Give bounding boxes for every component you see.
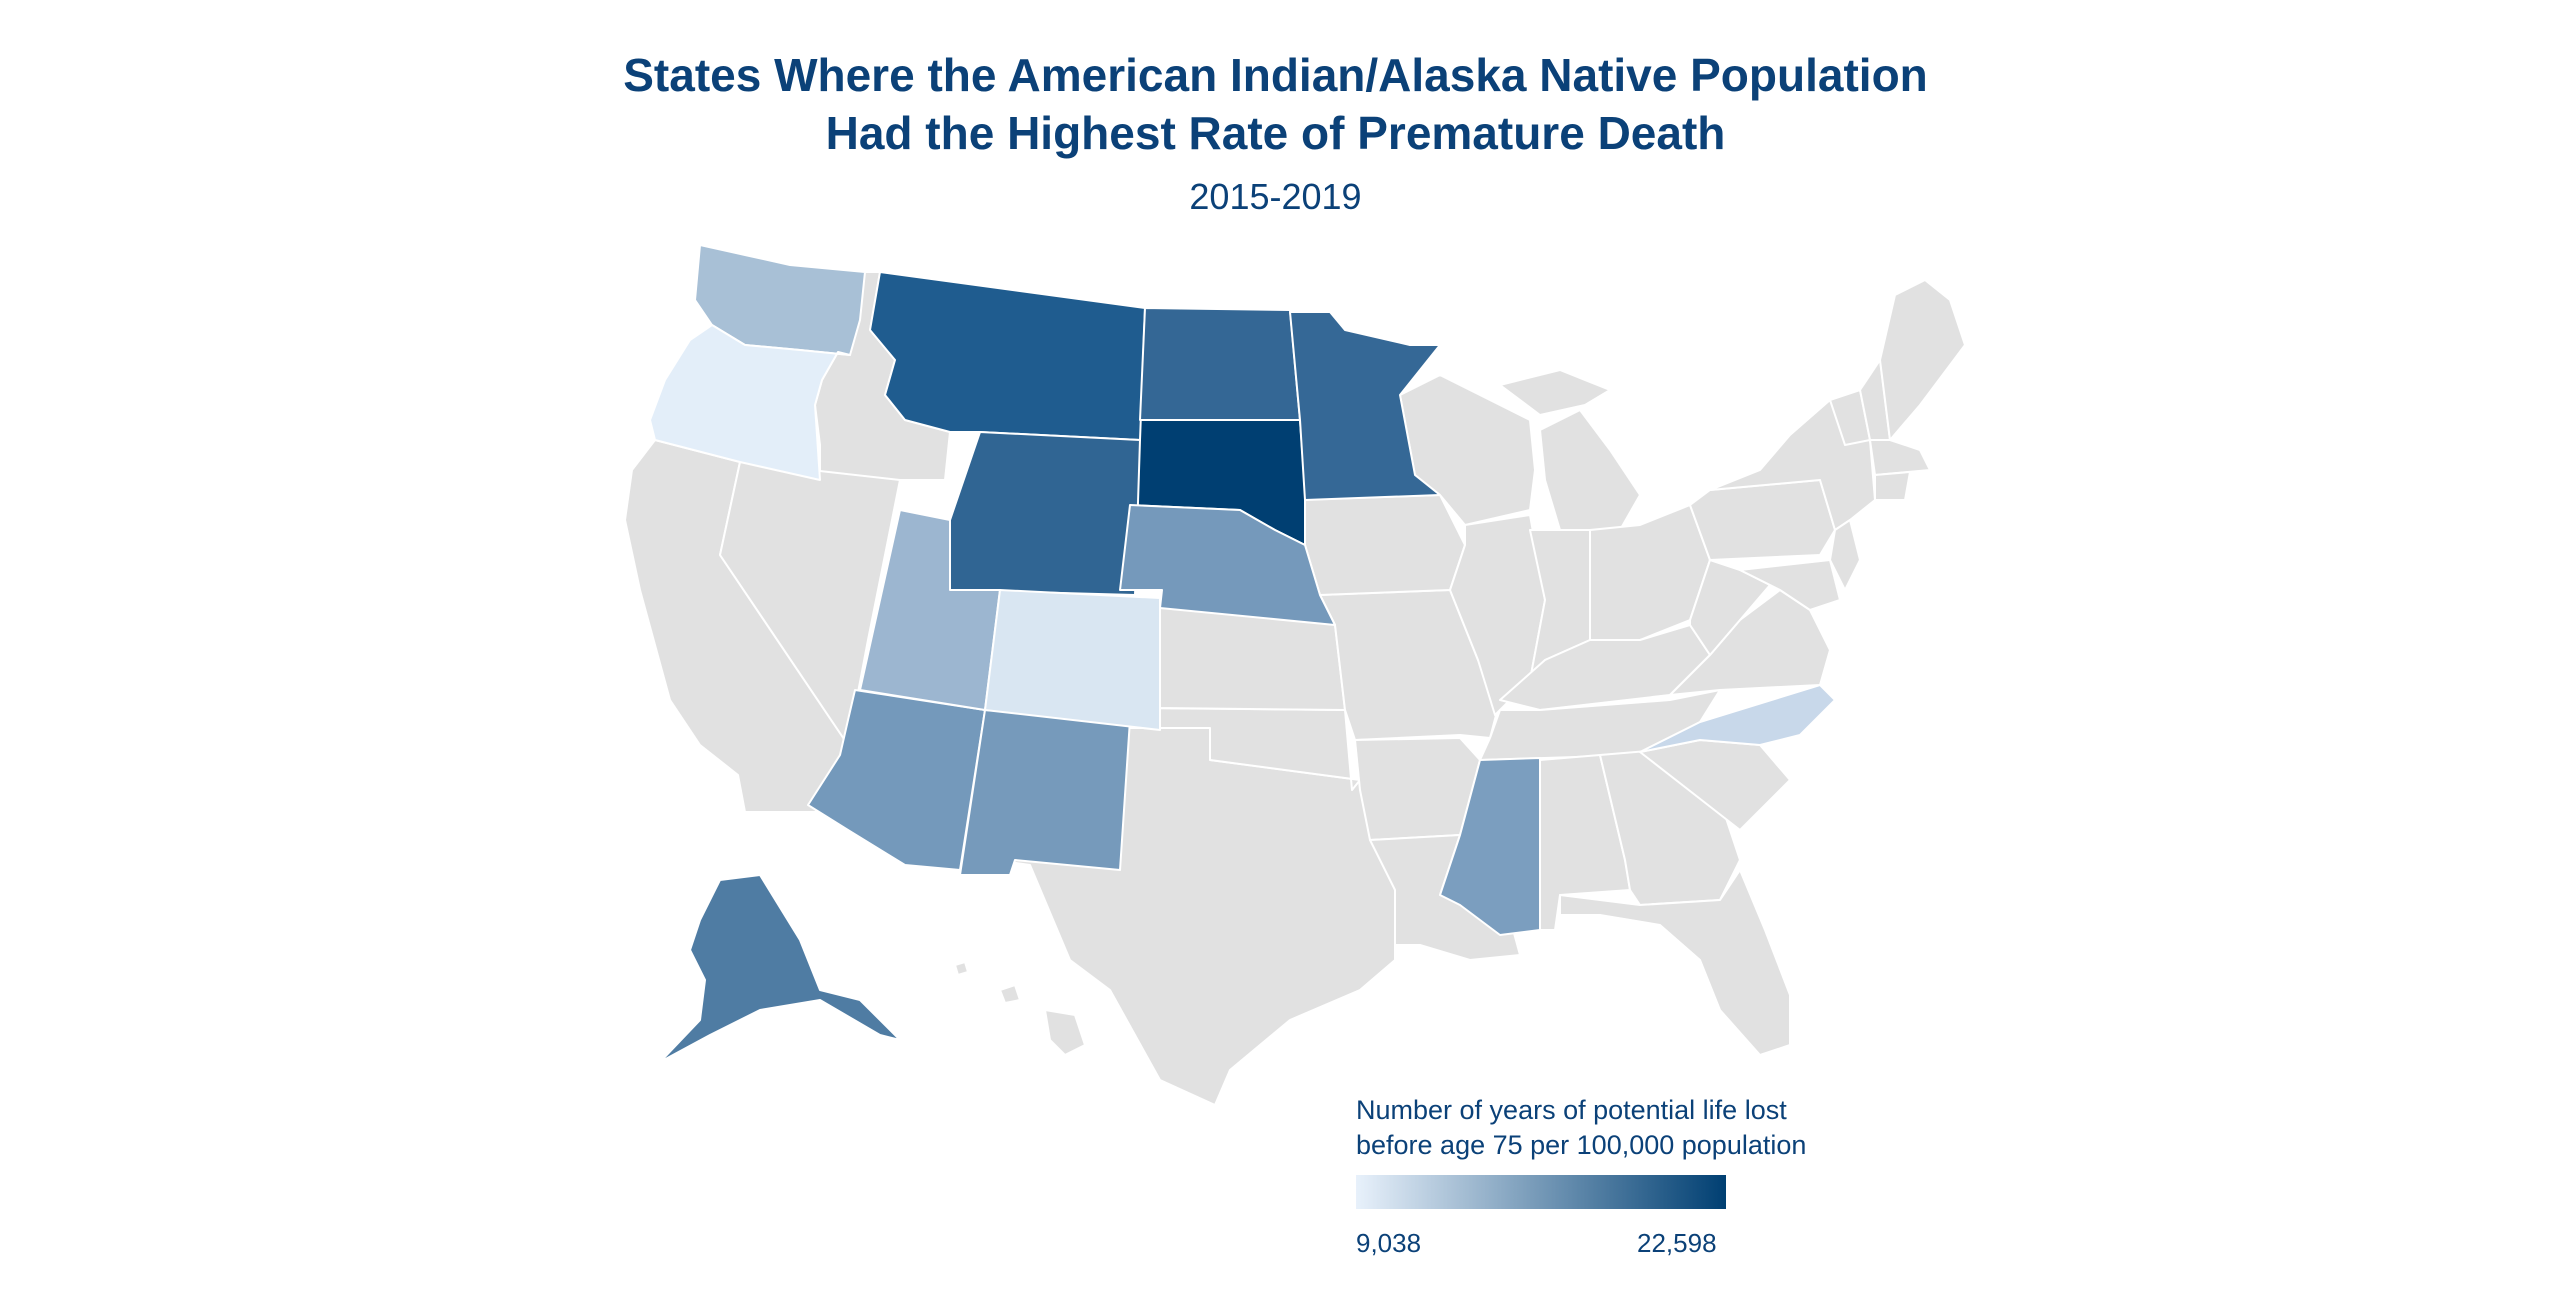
state-montana[interactable]	[869, 271, 1146, 441]
state-oregon[interactable]	[649, 324, 851, 481]
state-maine[interactable]	[1879, 279, 1966, 441]
state-north-dakota[interactable]	[1139, 307, 1301, 421]
legend-title-line-1: Number of years of potential life lost	[1356, 1095, 1787, 1125]
state-new-jersey[interactable]	[1829, 519, 1861, 591]
map-subtitle: 2015-2019	[1189, 176, 1362, 217]
data-states	[649, 244, 1836, 1063]
state-new-mexico[interactable]	[959, 709, 1131, 876]
state-connecticut[interactable]	[1874, 471, 1911, 501]
state-michigan[interactable]	[1499, 369, 1641, 531]
legend-title: Number of years of potential life lost b…	[1356, 1093, 1806, 1163]
state-mississippi[interactable]	[1439, 757, 1541, 936]
legend-color-scale	[1356, 1175, 1726, 1209]
state-alaska[interactable]	[659, 874, 901, 1063]
state-minnesota[interactable]	[1289, 311, 1441, 501]
state-nebraska[interactable]	[1119, 504, 1336, 626]
state-florida[interactable]	[1559, 869, 1791, 1056]
state-hawaii[interactable]	[954, 961, 1086, 1056]
state-west-virginia[interactable]	[1689, 559, 1771, 656]
state-iowa[interactable]	[1294, 494, 1466, 596]
state-north-carolina[interactable]	[1639, 684, 1836, 753]
state-wyoming[interactable]	[949, 431, 1141, 596]
state-colorado[interactable]	[984, 589, 1161, 731]
legend-max-label: 22,598	[1637, 1228, 1717, 1258]
map-title-line-1: States Where the American Indian/Alaska …	[623, 49, 1928, 101]
legend-min-label: 9,038	[1356, 1228, 1422, 1258]
state-massachusetts[interactable]	[1869, 439, 1931, 476]
map-title-line-2: Had the Highest Rate of Premature Death	[825, 107, 1726, 159]
state-pennsylvania[interactable]	[1689, 479, 1836, 561]
no-data-states	[624, 271, 1966, 1106]
legend-title-line-2: before age 75 per 100,000 population	[1356, 1130, 1807, 1160]
state-maryland[interactable]	[1739, 559, 1841, 611]
state-arkansas[interactable]	[1354, 737, 1481, 841]
